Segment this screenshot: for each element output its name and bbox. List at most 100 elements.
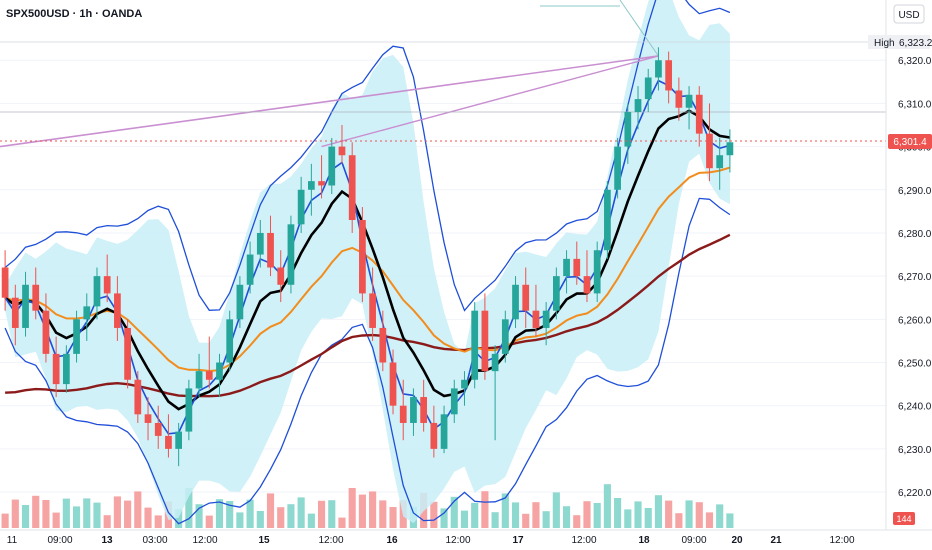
candle-body [655, 60, 662, 78]
volume-bar [440, 508, 448, 528]
volume-bar [450, 496, 458, 528]
volume-bar [501, 493, 509, 528]
time-tick-label: 13 [101, 535, 113, 546]
price-tick-label: 6,260.0 [898, 315, 932, 326]
candle-body [338, 146, 346, 156]
volume-bar [654, 495, 663, 528]
candle-body [236, 284, 244, 320]
volume-bar [573, 515, 581, 528]
candle-body [644, 77, 652, 100]
candle-body [154, 422, 162, 436]
candle-body [399, 405, 407, 423]
candle-body [134, 379, 142, 415]
volume-badge [893, 512, 915, 525]
candle-body [563, 258, 570, 277]
volume-bar [603, 484, 611, 528]
volume-bar [328, 500, 336, 528]
volume-bar [634, 501, 642, 528]
candle-body [83, 306, 91, 320]
ema-long-line [5, 233, 731, 398]
time-tick-label: 12:00 [445, 535, 470, 546]
volume-bar [72, 506, 81, 528]
candle-body [144, 414, 152, 423]
candle-body [695, 94, 703, 134]
candle-body [11, 297, 19, 328]
candle-body [471, 310, 479, 380]
candle-body [369, 293, 376, 328]
volume-bar [226, 501, 234, 528]
trendlines [0, 0, 886, 148]
volume-bar [62, 498, 70, 528]
volume-bar [358, 494, 366, 528]
price-tick-label: 6,310.0 [898, 99, 932, 110]
price-tick-label: 6,290.0 [898, 186, 932, 197]
candle-body [685, 94, 693, 108]
volume-bar [83, 498, 91, 528]
candle-body [593, 250, 601, 294]
candle-body [389, 362, 397, 406]
volume-bar [11, 499, 19, 528]
volume-bar [369, 491, 377, 528]
candle-body [216, 362, 223, 380]
volume-bar [716, 504, 724, 528]
volume-bar [42, 500, 50, 528]
candle-body [614, 146, 621, 190]
candle-body [195, 371, 203, 389]
volume-value: 144 [896, 514, 911, 524]
volume-bar [154, 515, 162, 528]
volume-bar [175, 509, 183, 528]
candle-body [501, 319, 509, 354]
candle-body [522, 284, 530, 311]
volume-bar [287, 504, 295, 528]
volume-bar [685, 500, 693, 528]
time-tick-label: 12:00 [318, 535, 343, 546]
candle-body [297, 189, 305, 225]
trendline-upper [0, 55, 659, 148]
time-tick-label: 16 [386, 535, 398, 546]
time-axis[interactable]: 11 09:00 13 03:00 12:00 15 12:00 16 12:00 17 12:00… [7, 535, 855, 546]
candle-body [93, 276, 101, 307]
time-tick-label: 18 [638, 535, 650, 546]
candle-body [410, 397, 417, 423]
candle-body [675, 90, 683, 108]
candle-body [175, 431, 183, 449]
candle-body [359, 220, 366, 294]
volume-bar [134, 491, 142, 528]
candle-body [103, 276, 111, 294]
volume-bar [471, 502, 479, 528]
candle-body [246, 254, 254, 285]
candle-body [665, 60, 673, 91]
volume-bar [93, 502, 101, 528]
candle-body [491, 353, 499, 372]
volume-bar [297, 497, 305, 528]
ema-black-line [4, 109, 731, 411]
candle-body [22, 284, 29, 328]
candle-body [604, 189, 611, 251]
candle-body [379, 327, 387, 363]
volume-bar [644, 508, 652, 528]
time-tick-label: 09:00 [47, 535, 72, 546]
callout-line [619, 0, 659, 57]
symbol-title: SPX500USD · 1h · OANDA [6, 8, 142, 20]
time-tick-label: 12:00 [192, 535, 217, 546]
volume-bar [430, 501, 438, 528]
volume-bar [52, 512, 60, 528]
volume-bar [460, 510, 469, 528]
candle-body [318, 181, 325, 186]
volume-bar [144, 507, 152, 528]
volume-bar [562, 506, 571, 528]
candle-body [481, 310, 489, 372]
volume-bar [665, 500, 673, 528]
time-tick-label: 20 [731, 535, 743, 546]
volume-bar [307, 513, 315, 528]
candle-body [1, 267, 9, 298]
volume-bar [317, 500, 326, 528]
time-tick-label: 12:00 [829, 535, 854, 546]
time-tick-label: 03:00 [142, 535, 167, 546]
candle-body [52, 353, 60, 385]
price-tick-label: 6,250.0 [898, 359, 932, 370]
high-label: High [874, 38, 895, 49]
currency-button[interactable] [893, 4, 925, 24]
time-tick-label: 09:00 [681, 535, 706, 546]
